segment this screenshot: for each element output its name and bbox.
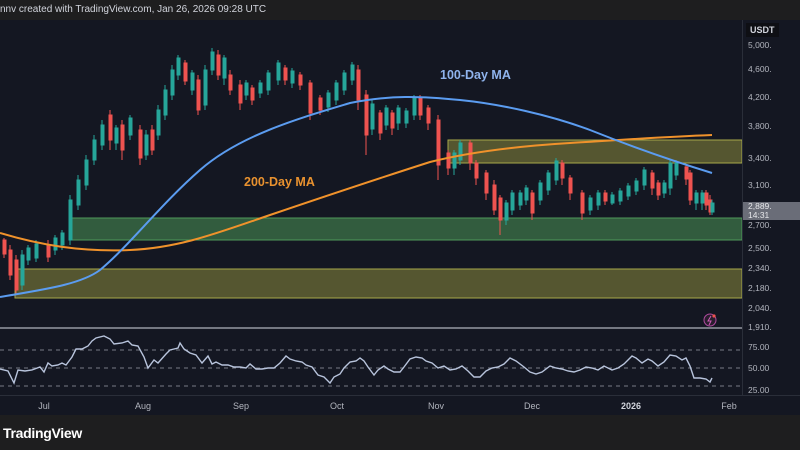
time-label-feb: Feb [721,401,737,411]
footer: TradingView [0,415,800,450]
price-tick: 2,040. [748,303,772,313]
ma200-label: 200-Day MA [244,175,315,189]
lower-support-zone [14,268,742,299]
price-tick: 2,500. [748,243,772,253]
price-axis[interactable]: USDT 5,000. 4,600. 4,200. 3,800. 3,400. … [742,20,800,395]
price-tick: 3,800. [748,121,772,131]
event-marker[interactable] [703,313,717,327]
time-label-2026: 2026 [620,401,642,411]
time-label-nov: Nov [427,401,445,411]
rsi-line [0,335,713,385]
price-tick: 4,600. [748,64,772,74]
time-label-sep: Sep [232,401,250,411]
time-axis[interactable]: Jul Aug Sep Oct Nov Dec 2026 Feb [0,395,800,416]
time-label-jul: Jul [38,401,50,411]
time-label-aug: Aug [134,401,152,411]
chart-plot-area[interactable]: 100-Day MA 200-Day MA [0,20,742,395]
current-price: 2,889. [748,201,772,211]
price-tick: 2,180. [748,283,772,293]
price-tick: 2,700. [748,220,772,230]
attribution-bar: nnv created with TradingView.com, Jan 26… [0,0,800,20]
price-tick: 5,000. [748,40,772,50]
chart-svg [0,48,742,387]
time-label-oct: Oct [329,401,345,411]
ma100-label: 100-Day MA [440,68,511,82]
tradingview-logo[interactable]: TradingView [3,425,82,441]
rsi-tick: 25.00 [748,385,770,395]
attribution-text: nnv created with TradingView.com, Jan 26… [0,4,267,15]
price-tick: 2,340. [748,263,772,273]
price-tick: 1,910. [748,322,772,332]
rsi-levels [0,349,742,387]
demand-zone [69,217,742,241]
currency-unit: USDT [746,23,779,37]
rsi-tick: 50.00 [748,363,770,373]
candles [2,48,715,295]
price-tick: 3,400. [748,153,772,163]
rsi-tick: 75.00 [748,342,770,352]
supply-zone [447,139,742,164]
price-tick: 3,100. [748,180,772,190]
ma200-line [0,134,713,252]
ma100-line [0,95,713,298]
time-label-dec: Dec [523,401,541,411]
price-tick: 4,200. [748,92,772,102]
current-price-label: 2,889. 14:31 [743,202,800,220]
candle-countdown: 14:31 [748,210,770,220]
